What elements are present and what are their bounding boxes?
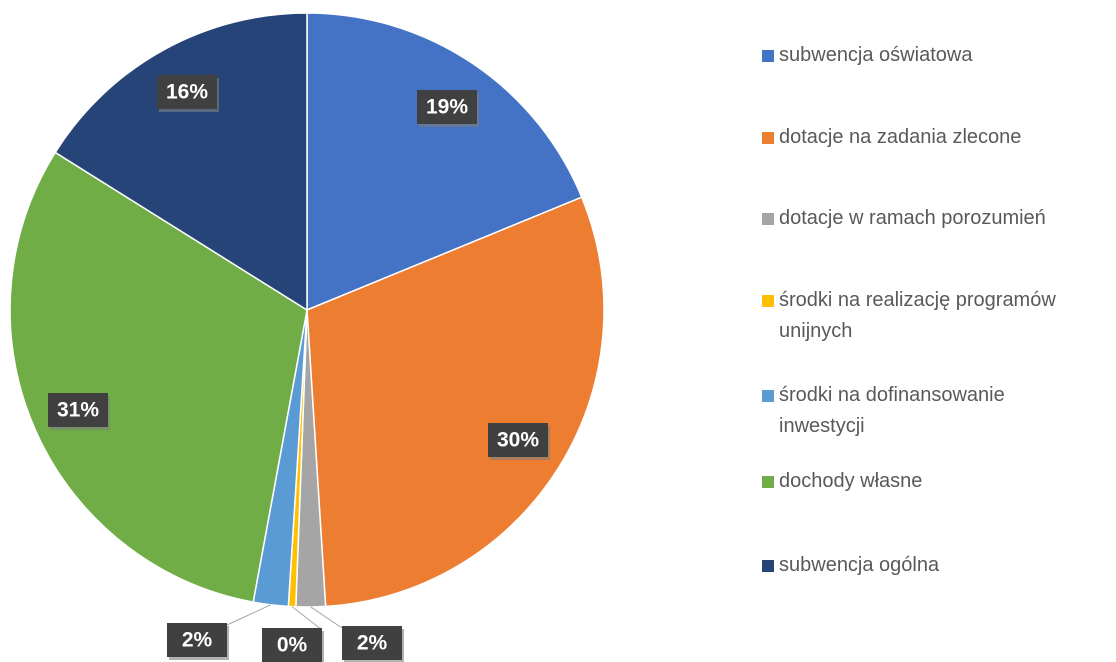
label-box: [417, 90, 477, 124]
pie-slice: [54, 12, 308, 312]
label-box: [167, 623, 227, 657]
legend-label: środki na realizację programów unijnych: [779, 289, 1056, 342]
legend-item: subwencja oświatowa: [762, 40, 1112, 71]
data-label: 2%: [357, 632, 388, 655]
legend-item: dotacje na zadania zlecone: [762, 122, 1112, 153]
legend-item: środki na dofinansowanie inwestycji: [762, 380, 1062, 442]
legend-swatch: [762, 50, 774, 62]
legend-label: środki na dofinansowanie inwestycji: [779, 384, 1005, 437]
data-label: 0%: [277, 634, 308, 657]
legend-label: dotacje w ramach porozumień: [779, 207, 1046, 229]
pie-slice: [9, 151, 308, 603]
legend-swatch: [762, 132, 774, 144]
label-box: [342, 626, 402, 660]
legend-item: dotacje w ramach porozumień: [762, 203, 1112, 234]
legend-label: subwencja ogólna: [779, 554, 940, 576]
legend-item: dochody własne: [762, 466, 1112, 497]
data-label: 16%: [166, 81, 208, 104]
leader-line: [310, 606, 343, 629]
legend-swatch: [762, 476, 774, 488]
legend-label: dochody własne: [779, 470, 923, 492]
legend-swatch: [762, 390, 774, 402]
data-label: 31%: [57, 399, 99, 422]
data-label: 30%: [497, 429, 539, 452]
legend-label: dotacje na zadania zlecone: [779, 126, 1022, 148]
legend-swatch: [762, 295, 774, 307]
label-box: [262, 628, 322, 662]
label-box: [157, 75, 217, 109]
legend-item: środki na realizację programów unijnych: [762, 285, 1062, 347]
pie-slice: [306, 12, 583, 312]
data-label: 2%: [182, 629, 213, 652]
leader-line: [291, 606, 323, 631]
pie-slice: [306, 196, 605, 608]
label-box: [48, 393, 108, 427]
legend-swatch: [762, 560, 774, 572]
legend-label: subwencja oświatowa: [779, 44, 973, 66]
leader-line: [226, 604, 271, 626]
legend-swatch: [762, 213, 774, 225]
data-label: 19%: [426, 96, 468, 119]
legend-item: subwencja ogólna: [762, 550, 1112, 581]
label-box: [488, 423, 548, 457]
